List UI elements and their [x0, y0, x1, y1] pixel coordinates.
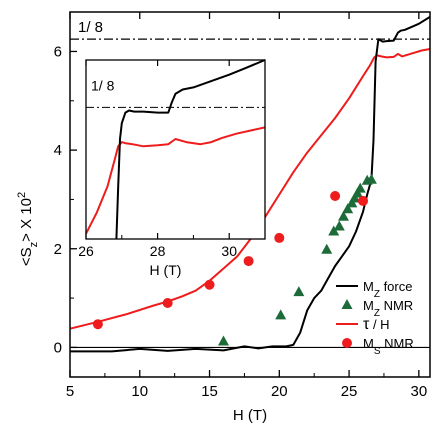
- y-tick-label: 0: [54, 339, 62, 356]
- ms-nmr-point: [92, 319, 103, 330]
- ylabel-sup: 2: [16, 192, 28, 198]
- legend-label-sub: S: [374, 346, 381, 357]
- legend-label: MZ force: [363, 279, 412, 300]
- ms-nmr-point: [243, 256, 254, 267]
- main-y-axis-label: <Sz> X 102: [16, 192, 40, 266]
- mz-nmr-point: [217, 335, 229, 346]
- ylabel-main: <S: [18, 247, 35, 266]
- inset-x-tick-label: 28: [150, 243, 166, 259]
- inset-series: [85, 59, 266, 240]
- x-tick-label: 30: [410, 383, 427, 400]
- tau-over-h-line: [69, 48, 431, 330]
- legend-label-sub: Z: [374, 289, 380, 300]
- x-tick-label: 20: [271, 383, 288, 400]
- legend-label-tail: NMR: [380, 298, 413, 313]
- main-series: [69, 16, 431, 353]
- inset-x-tick-label: 26: [78, 243, 94, 259]
- mz-force-line: [70, 16, 431, 353]
- legend-label-tail: force: [380, 279, 413, 294]
- main-x-axis-label: H (T): [233, 407, 267, 424]
- y-tick-label: 4: [54, 142, 62, 159]
- x-tick-label: 15: [201, 383, 218, 400]
- mz-nmr-point: [342, 203, 354, 214]
- mz-nmr-point: [328, 225, 340, 236]
- mz-nmr-point: [333, 220, 345, 231]
- inset-x-tick-label: 30: [221, 243, 237, 259]
- legend-label-tail: NMR: [381, 336, 414, 351]
- x-tick-label: 5: [66, 383, 74, 400]
- ylabel-sub: z: [28, 242, 40, 248]
- inset-background: [86, 60, 265, 239]
- main-plot-frame: [69, 11, 431, 378]
- inset-plot: 26 28 30 1/ 8 H (T): [78, 59, 266, 278]
- inset-x-axis-label: H (T): [150, 262, 182, 278]
- mz-nmr-point: [293, 286, 305, 297]
- inset-hline-label: 1/ 8: [91, 77, 115, 93]
- x-tick-label: 25: [341, 383, 358, 400]
- legend-label-tail: / H: [369, 317, 389, 332]
- legend-label: MS NMR: [363, 336, 414, 357]
- mz-nmr-point: [321, 243, 333, 254]
- y-tick-label: 6: [54, 43, 62, 60]
- ms-nmr-point: [162, 298, 173, 309]
- legend-label: MZ NMR: [363, 298, 413, 319]
- mz-nmr-point: [354, 182, 366, 193]
- inset-plot-frame: [85, 59, 266, 240]
- ms-nmr-point: [274, 232, 285, 243]
- legend-label-main: τ: [363, 316, 370, 333]
- legend-label-sub: Z: [374, 308, 380, 319]
- legend-label-main: M: [363, 298, 374, 313]
- y-tick-label: 2: [54, 241, 62, 258]
- ms-nmr-point: [358, 195, 369, 206]
- legend-label-main: M: [363, 279, 374, 294]
- mz-nmr-point: [337, 210, 349, 221]
- mz-nmr-point: [275, 309, 287, 320]
- x-tick-label: 10: [131, 383, 148, 400]
- ms-nmr-point: [204, 279, 215, 290]
- ms-nmr-point: [330, 190, 341, 201]
- legend-label: τ / H: [363, 316, 390, 333]
- inset-mz-force-line: [115, 59, 266, 240]
- mz-nmr-point: [365, 173, 377, 184]
- legend-swatch-circle: [342, 338, 352, 348]
- legend-label-main: M: [363, 336, 374, 351]
- inset-tau-over-h-line: [85, 126, 266, 235]
- ylabel-tail: > X 10: [18, 198, 35, 242]
- legend-swatch-triangle: [341, 299, 353, 309]
- main-hline-label: 1/ 8: [78, 19, 103, 36]
- inset-axis-ticks: 26 28 30: [78, 60, 237, 259]
